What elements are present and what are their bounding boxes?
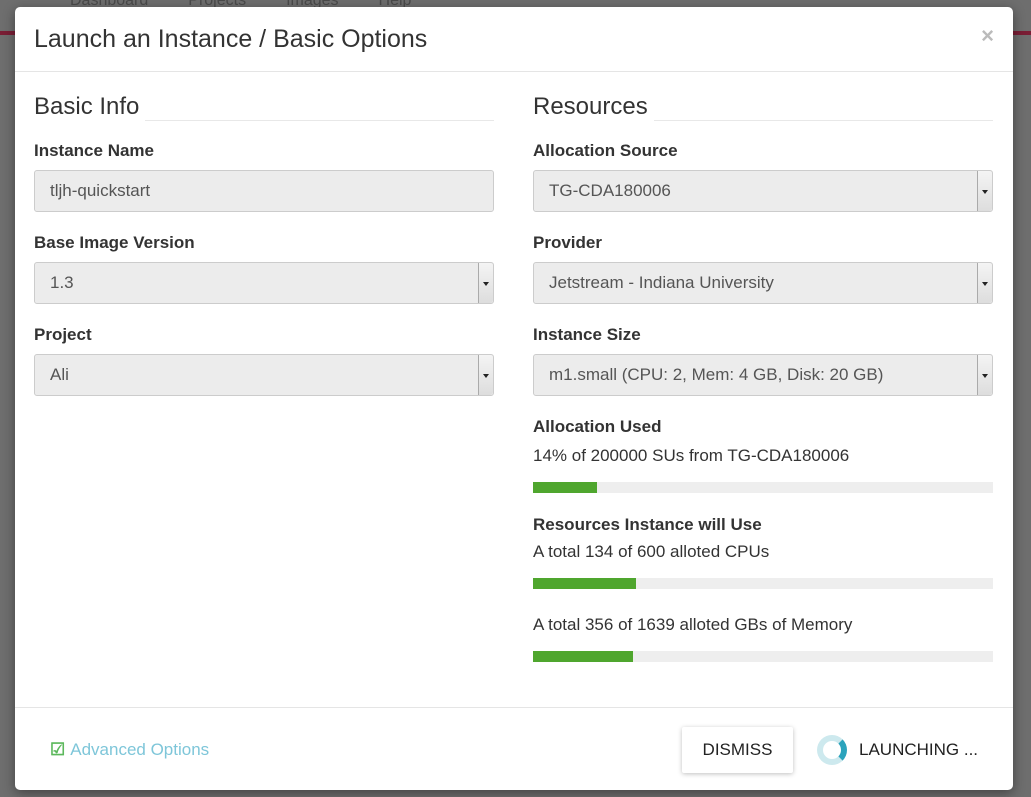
progress-fill bbox=[533, 651, 633, 662]
launching-button[interactable]: LAUNCHING ... bbox=[817, 735, 978, 765]
background-nav: Dashboard Projects Images Help bbox=[70, 0, 411, 10]
progress-fill bbox=[533, 482, 598, 493]
project-select[interactable]: Ali bbox=[34, 354, 494, 396]
memory-bar bbox=[533, 651, 993, 662]
close-icon[interactable]: × bbox=[981, 23, 994, 48]
provider-select[interactable]: Jetstream - Indiana University bbox=[533, 262, 993, 304]
section-heading: Basic Info bbox=[34, 92, 494, 121]
basic-info-section: Basic Info Instance Name tljh-quickstart… bbox=[34, 92, 494, 417]
advanced-options-link[interactable]: ☑ Advanced Options bbox=[50, 740, 210, 759]
modal-title: Launch an Instance / Basic Options bbox=[34, 25, 428, 53]
allocation-source-select[interactable]: TG-CDA180006 bbox=[533, 170, 993, 212]
will-use-label: Resources Instance will Use bbox=[533, 515, 762, 534]
nav-images: Images bbox=[286, 0, 339, 9]
project-label: Project bbox=[34, 325, 92, 344]
base-image-version-select[interactable]: 1.3 bbox=[34, 262, 494, 304]
allocation-used-label: Allocation Used bbox=[533, 417, 662, 436]
checkbox-checked-icon: ☑ bbox=[50, 740, 66, 759]
instance-size-label: Instance Size bbox=[533, 325, 641, 344]
provider-label: Provider bbox=[533, 233, 602, 252]
modal-footer: ☑ Advanced Options DISMISS LAUNCHING ... bbox=[15, 707, 1013, 790]
launch-modal: Launch an Instance / Basic Options × Bas… bbox=[15, 7, 1013, 790]
base-image-version-label: Base Image Version bbox=[34, 233, 195, 252]
cpus-bar bbox=[533, 578, 993, 589]
section-heading: Resources bbox=[533, 92, 993, 121]
resources-section: Resources Allocation Source TG-CDA180006… bbox=[533, 92, 993, 684]
memory-text: A total 356 of 1639 alloted GBs of Memor… bbox=[533, 615, 853, 634]
nav-projects: Projects bbox=[188, 0, 247, 9]
nav-dashboard: Dashboard bbox=[70, 0, 149, 9]
cpus-text: A total 134 of 600 alloted CPUs bbox=[533, 542, 770, 561]
instance-name-input[interactable]: tljh-quickstart bbox=[34, 170, 494, 212]
allocation-used-bar bbox=[533, 482, 993, 493]
instance-name-label: Instance Name bbox=[34, 141, 154, 160]
spinner-icon bbox=[817, 735, 847, 765]
allocation-used-text: 14% of 200000 SUs from TG-CDA180006 bbox=[533, 446, 850, 465]
nav-help: Help bbox=[378, 0, 412, 9]
progress-fill bbox=[533, 578, 636, 589]
allocation-source-label: Allocation Source bbox=[533, 141, 678, 160]
dismiss-button[interactable]: DISMISS bbox=[682, 727, 793, 773]
modal-header: Launch an Instance / Basic Options × bbox=[15, 7, 1013, 72]
instance-size-select[interactable]: m1.small (CPU: 2, Mem: 4 GB, Disk: 20 GB… bbox=[533, 354, 993, 396]
